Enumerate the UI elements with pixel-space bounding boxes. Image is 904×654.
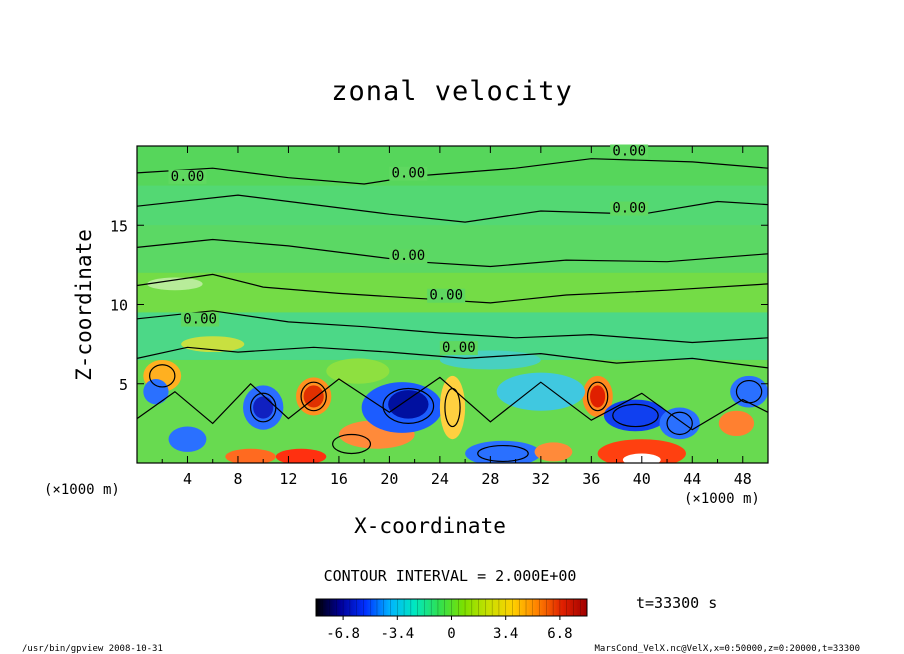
x-tick-label: 32 — [532, 470, 550, 488]
field-anomaly — [388, 390, 429, 419]
contour-loop — [382, 387, 435, 424]
contour-line — [137, 273, 768, 304]
colorbar-tick-label: -6.8 — [326, 626, 360, 642]
contour-label: 0.00 — [391, 248, 425, 264]
x-tick-label: 8 — [233, 470, 242, 488]
contour-label-bg — [610, 144, 649, 159]
field-anomaly — [275, 448, 327, 463]
x-unit-left: (×1000 m) — [44, 482, 120, 498]
contour-label-bg — [389, 249, 428, 264]
contour-label: 0.00 — [171, 169, 205, 185]
x-tick-label: 16 — [330, 470, 348, 488]
contour-loop — [612, 403, 659, 428]
contour-label: 0.00 — [183, 312, 217, 328]
footer-left: /usr/bin/gpview 2008-10-31 — [22, 644, 163, 654]
x-tick-label: 48 — [734, 470, 752, 488]
field-anomaly — [496, 372, 586, 411]
contour-label-bg — [168, 169, 207, 184]
field-anomaly — [597, 439, 686, 463]
x-unit-right: (×1000 m) — [684, 491, 760, 507]
colorbar-tick-label: 6.8 — [547, 626, 572, 642]
x-tick-label: 28 — [481, 470, 499, 488]
x-tick-label: 44 — [683, 470, 701, 488]
field-anomaly — [439, 375, 466, 440]
x-tick-label: 20 — [380, 470, 398, 488]
contour-label-bg — [610, 201, 649, 216]
contour-loop — [666, 411, 693, 436]
contour-loop — [249, 392, 277, 423]
contour-label: 0.00 — [442, 340, 476, 356]
chart-title: zonal velocity — [331, 76, 573, 107]
contour-label-bg — [439, 341, 478, 356]
y-tick-label: 5 — [119, 376, 128, 394]
contour-label-bg — [389, 166, 428, 181]
contour-loop — [149, 364, 176, 388]
field-anomaly — [168, 426, 207, 452]
colorbar-tick-label: -3.4 — [380, 626, 414, 642]
contour-loop — [735, 379, 763, 404]
contour-label: 0.00 — [429, 288, 463, 304]
contour-loop — [444, 387, 461, 428]
x-tick-label: 36 — [582, 470, 600, 488]
field-area — [137, 146, 768, 463]
contour-loop — [300, 381, 327, 412]
x-tick-label: 24 — [431, 470, 449, 488]
contour-loop — [586, 381, 609, 412]
contour-label: 0.00 — [391, 166, 425, 182]
field-anomaly — [253, 396, 274, 419]
contour-loop — [477, 444, 529, 463]
contour-label-bg — [181, 312, 220, 327]
contour-line — [137, 310, 768, 344]
contour-label: 0.00 — [612, 201, 646, 217]
field-anomaly — [590, 385, 606, 408]
contour-interval-label: CONTOUR INTERVAL = 2.000E+00 — [323, 567, 577, 585]
colorbar-tick-label: 3.4 — [493, 626, 518, 642]
field-band — [137, 225, 768, 273]
field-anomaly — [659, 407, 700, 440]
field-anomaly — [465, 440, 541, 463]
contour-line — [137, 376, 768, 431]
y-tick-label: 10 — [110, 297, 128, 315]
contour-label: 0.00 — [612, 144, 646, 160]
time-label: t=33300 s — [636, 594, 718, 612]
field-anomaly — [718, 410, 755, 437]
field-anomaly — [147, 277, 203, 291]
y-tick-label: 15 — [110, 217, 128, 235]
colorbar-tick-label: 0 — [447, 626, 455, 642]
x-tick-label: 4 — [183, 470, 192, 488]
footer-right: MarsCond_VelX.nc@VelX,x=0:50000,z=0:2000… — [594, 644, 860, 654]
x-axis-label: X-coordinate — [354, 514, 506, 538]
contour-line — [137, 194, 768, 223]
field-anomaly — [534, 442, 573, 462]
contour-line — [137, 346, 768, 369]
field-anomaly — [326, 358, 390, 384]
field-anomaly — [225, 448, 276, 463]
field-band — [137, 146, 768, 186]
field-anomaly — [143, 378, 169, 405]
x-tick-label: 40 — [633, 470, 651, 488]
contour-loop — [332, 433, 372, 455]
x-tick-label: 12 — [279, 470, 297, 488]
contour-label-bg — [427, 288, 466, 303]
field-band — [137, 185, 768, 226]
